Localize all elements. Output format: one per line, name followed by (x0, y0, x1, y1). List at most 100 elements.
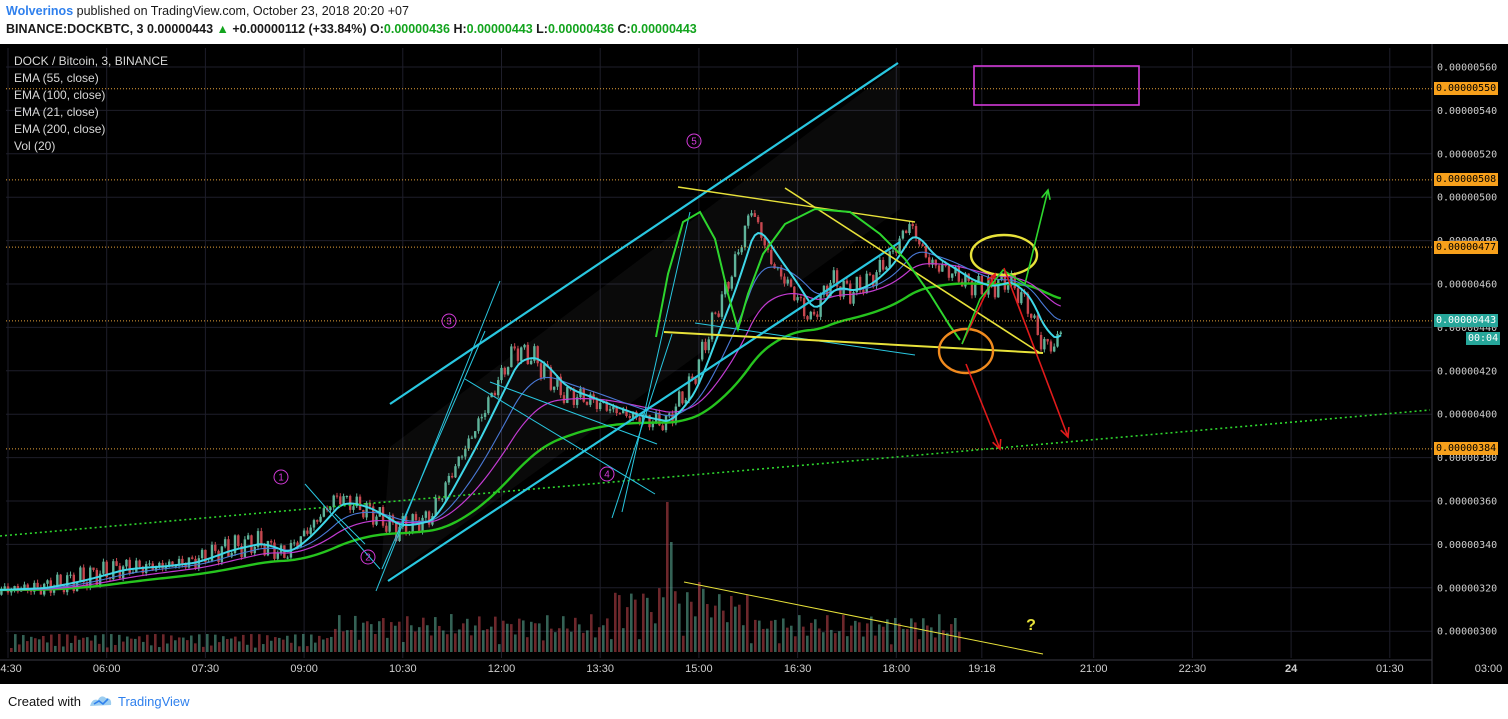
candle-body (319, 516, 322, 522)
volume-bar (558, 628, 561, 652)
price-axis-label: 0.00000360 (1437, 497, 1497, 508)
volume-bar (722, 610, 725, 652)
candle-body (454, 466, 457, 478)
volume-bar (574, 617, 577, 652)
time-axis-label: 19:18 (968, 663, 996, 675)
volume-bar (406, 616, 409, 652)
legend-ema21[interactable]: EMA (21, close) (14, 105, 99, 119)
volume-bar (170, 635, 173, 652)
volume-bar (174, 640, 177, 652)
level-price-tag: 0.00000550 (1434, 82, 1499, 96)
price-change: +0.00000112 (+33.84%) (232, 22, 367, 36)
candle-body (82, 567, 85, 583)
candle-body (506, 367, 510, 375)
candle-body (1003, 272, 1007, 290)
volume-bar (506, 623, 509, 652)
volume-bar (658, 588, 661, 652)
legend-ema55[interactable]: EMA (55, close) (14, 71, 99, 85)
candle-body (533, 346, 536, 361)
price-axis-label: 0.00000560 (1437, 63, 1497, 74)
high-value: 0.00000443 (466, 22, 533, 36)
candle-body (964, 273, 967, 287)
candle-body (59, 574, 62, 586)
volume-bar (418, 627, 421, 652)
candle-body (697, 359, 701, 384)
legend-ema200[interactable]: EMA (200, close) (14, 122, 106, 136)
candle-body (332, 495, 335, 508)
candle-body (753, 213, 757, 217)
candle-body (335, 495, 339, 497)
candle-body (539, 363, 543, 378)
volume-bar (22, 635, 25, 652)
candle-body (503, 367, 506, 375)
volume-bar (602, 625, 605, 652)
volume-bar (350, 629, 353, 652)
publish-info: published on TradingView.com, October 23… (76, 4, 409, 18)
candle-body (483, 413, 487, 417)
candle-body (23, 584, 26, 590)
volume-bar (686, 592, 689, 652)
volume-bar (194, 643, 197, 652)
candle-body (240, 545, 243, 558)
candle-body (523, 344, 526, 348)
volume-bar (542, 640, 545, 652)
wave-label-1: 1 (278, 473, 284, 484)
volume-bar (458, 629, 461, 652)
volume-bar (554, 632, 557, 652)
volume-bar (302, 634, 305, 652)
candle-body (881, 259, 885, 270)
tradingview-brand-link[interactable]: TradingView (118, 694, 190, 709)
volume-bar (322, 639, 325, 652)
volume-bar (90, 640, 93, 652)
volume-bar (234, 636, 237, 652)
candle-body (3, 586, 6, 589)
volume-bar (914, 622, 917, 652)
volume-bar (98, 643, 101, 652)
volume-bar (214, 634, 217, 652)
volume-bar (306, 646, 309, 652)
level-price-tag: 0.00000508 (1434, 173, 1499, 187)
price-chart[interactable]: 1 2 3 4 5? 0.00000560 0.00000540 0.00000520 0.00… (0, 44, 1508, 684)
candle-body (256, 531, 260, 547)
candle-body (441, 498, 444, 500)
volume-bar (122, 641, 125, 652)
author-link[interactable]: Wolverinos (6, 4, 74, 18)
volume-bar (482, 630, 485, 652)
volume-bar (762, 628, 765, 652)
volume-bar (462, 623, 465, 652)
volume-bar (650, 612, 653, 652)
volume-bar (310, 634, 313, 652)
long-support-trendline (0, 409, 1431, 537)
candle-body (928, 257, 931, 265)
legend-symbol[interactable]: DOCK / Bitcoin, 3, BINANCE (14, 54, 169, 68)
time-axis-label: 16:30 (784, 663, 812, 675)
support-circle (937, 327, 995, 375)
candle-body (460, 456, 464, 458)
chart-area[interactable]: 1 2 3 4 5? 0.00000560 0.00000540 0.00000520 0.00… (0, 44, 1508, 684)
candle-body (293, 542, 296, 544)
volume-bar (138, 636, 141, 652)
ema21-line (0, 232, 1062, 591)
volume-bar (190, 635, 193, 652)
candle-body (450, 475, 454, 478)
candle-body (750, 213, 753, 216)
candle-body (852, 292, 855, 304)
candle-body (33, 582, 36, 592)
volume-bar (82, 637, 85, 652)
ema200-line (0, 282, 1062, 592)
volume-bar (50, 634, 53, 652)
candle-body (839, 286, 842, 297)
time-axis-label: 07:30 (192, 663, 220, 675)
volume-bars (10, 502, 961, 652)
volume-bar (630, 593, 633, 652)
volume-bar (514, 634, 517, 652)
legend-ema100[interactable]: EMA (100, close) (14, 88, 106, 102)
volume-bar (226, 639, 229, 652)
volume-bar (54, 645, 57, 652)
volume-bar (618, 595, 621, 652)
tradingview-logo-icon[interactable] (88, 692, 114, 710)
legend-volume[interactable]: Vol (20) (14, 139, 56, 153)
candle-body (362, 510, 365, 518)
volume-bar (218, 642, 221, 652)
candle-body (829, 282, 832, 297)
